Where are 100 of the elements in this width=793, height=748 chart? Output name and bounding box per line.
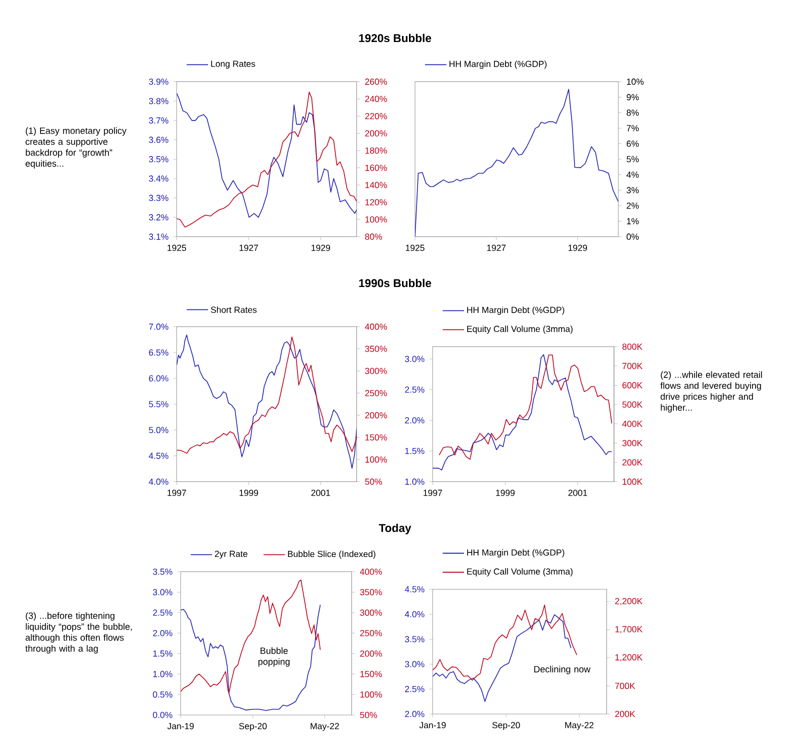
y-tick-label: 2.0% <box>405 417 424 424</box>
y2-tick-label: 160% <box>365 164 387 171</box>
legend-label: HH Margin Debt (%GDP) <box>467 306 564 315</box>
x-tick-label: May-22 <box>565 722 594 730</box>
y2-tick-label: 100K <box>622 478 642 485</box>
x-tick-label: 1997 <box>168 490 186 496</box>
y-tick-label: 2.0% <box>153 630 172 636</box>
text: (3) ...before tightening liquidity “pops” the bubble, although this often flows through with a lag <box>25 612 132 654</box>
y2-tick-label: 6% <box>626 140 639 147</box>
y2-tick-label: 220% <box>365 113 387 120</box>
y-tick-label: 1.0% <box>405 478 424 485</box>
y2-tick-label: 400K <box>622 420 642 427</box>
x-tick-label: 1999 <box>240 490 258 496</box>
y-tick-label: 4.5% <box>148 452 168 459</box>
y-tick-label: 2.5% <box>405 686 424 692</box>
legend-label: Long Rates <box>211 60 256 69</box>
y2-tick-label: 350% <box>360 589 382 596</box>
x-tick-label: 1927 <box>240 244 258 251</box>
y2-tick-label: 200K <box>622 459 642 466</box>
legend-label: Equity Call Volume (3mma) <box>467 568 573 576</box>
x-tick-label: 1925 <box>168 244 186 251</box>
y-tick-label: 3.9% <box>148 78 168 85</box>
y2-tick-label: 200% <box>360 650 382 657</box>
x-tick-label: 1925 <box>406 244 424 251</box>
y2-tick-label: 1,700K <box>615 626 643 634</box>
x-tick-label: 2001 <box>311 490 330 496</box>
y2-tick-label: 180% <box>365 147 387 154</box>
line-series <box>432 614 572 702</box>
text: Today <box>378 524 412 534</box>
y2-tick-label: 2,200K <box>615 598 643 606</box>
y2-tick-label: 80% <box>365 234 382 240</box>
x-tick-label: May-22 <box>310 723 339 731</box>
y2-tick-label: 8% <box>626 110 639 116</box>
y-tick-label: 4.5% <box>404 586 424 592</box>
y2-tick-label: 600K <box>622 382 642 388</box>
y2-tick-label: 100% <box>360 691 382 698</box>
y2-tick-label: 250% <box>365 390 387 396</box>
y2-tick-label: 500K <box>622 401 642 408</box>
y-tick-label: 3.3% <box>148 194 168 202</box>
y2-tick-label: 200% <box>365 412 387 418</box>
y-tick-label: 4.0% <box>148 478 168 485</box>
y-tick-label: 0.5% <box>152 691 172 698</box>
y2-tick-label: 700K <box>615 682 636 690</box>
y2-tick-label: 1,200K <box>615 654 643 662</box>
y2-tick-label: 260% <box>365 78 387 85</box>
y-tick-label: 1.5% <box>405 448 424 454</box>
text: (1) Easy monetary policy creates a supportive backdrop for “growth” equities... <box>26 127 127 168</box>
y2-tick-label: 3% <box>626 187 639 194</box>
text: 1990s Bubble <box>359 278 432 288</box>
y-tick-label: 1.5% <box>153 650 172 657</box>
y2-tick-label: 350% <box>365 346 387 352</box>
y-tick-label: 3.5% <box>152 568 172 575</box>
y-tick-label: 6.0% <box>149 375 168 382</box>
y-tick-label: 7.0% <box>149 324 168 330</box>
y-tick-label: 2.5% <box>153 610 172 616</box>
x-tick-label: 1999 <box>496 490 515 496</box>
y-tick-label: 4.0% <box>404 611 424 618</box>
y2-tick-label: 9% <box>626 94 639 100</box>
y-tick-label: 3.5% <box>404 636 424 642</box>
y-tick-label: 3.2% <box>148 214 168 220</box>
y2-tick-label: 700K <box>622 362 642 370</box>
legend-label: Equity Call Volume (3mma) <box>467 326 573 334</box>
y-tick-label: 3.5% <box>148 156 168 162</box>
y2-tick-label: 4% <box>626 172 639 178</box>
x-tick-label: Sep-20 <box>492 722 520 730</box>
y-tick-label: 3.0% <box>404 660 424 668</box>
y2-tick-label: 200% <box>365 130 387 136</box>
x-tick-label: 1927 <box>487 244 506 251</box>
y-tick-label: 3.1% <box>148 234 168 240</box>
y2-tick-label: 1% <box>626 218 639 224</box>
legend-label: 2yr Rate <box>214 550 248 559</box>
y2-tick-label: 400% <box>360 568 382 575</box>
y-tick-label: 2.5% <box>405 386 424 393</box>
y-tick-label: 3.4% <box>148 175 168 182</box>
x-tick-label: 1929 <box>312 244 330 251</box>
y2-tick-label: 150% <box>360 670 382 678</box>
y2-tick-label: 2% <box>626 202 639 209</box>
line-series <box>180 604 321 711</box>
y2-tick-label: 300% <box>365 368 387 374</box>
y-tick-label: 3.8% <box>148 98 168 104</box>
y-tick-label: 6.5% <box>149 349 168 356</box>
y-tick-label: 3.7% <box>148 117 168 124</box>
annotation: Declining now <box>534 666 590 674</box>
y-tick-label: 1.0% <box>153 670 172 678</box>
y-tick-label: 0.0% <box>152 712 172 718</box>
legend-label: Short Rates <box>210 306 257 313</box>
y-tick-label: 5.5% <box>148 401 168 408</box>
legend-label: Bubble Slice (Indexed) <box>288 550 376 559</box>
legend-label: HH Margin Debt (%GDP) <box>467 549 564 558</box>
x-tick-label: 1929 <box>568 244 587 251</box>
y-tick-label: 3.0% <box>152 589 172 596</box>
y2-tick-label: 100% <box>365 456 387 463</box>
y2-tick-label: 200K <box>615 710 636 718</box>
y2-tick-label: 10% <box>626 78 644 85</box>
y2-tick-label: 50% <box>365 478 382 485</box>
y2-tick-label: 5% <box>626 156 639 162</box>
text: (2) ...while elevated retail flows and levered buying drive prices higher and higher... <box>660 371 762 413</box>
y-tick-label: 2.0% <box>405 710 424 718</box>
text: 1920s Bubble <box>359 34 432 42</box>
y-tick-label: 3.0% <box>404 356 424 362</box>
